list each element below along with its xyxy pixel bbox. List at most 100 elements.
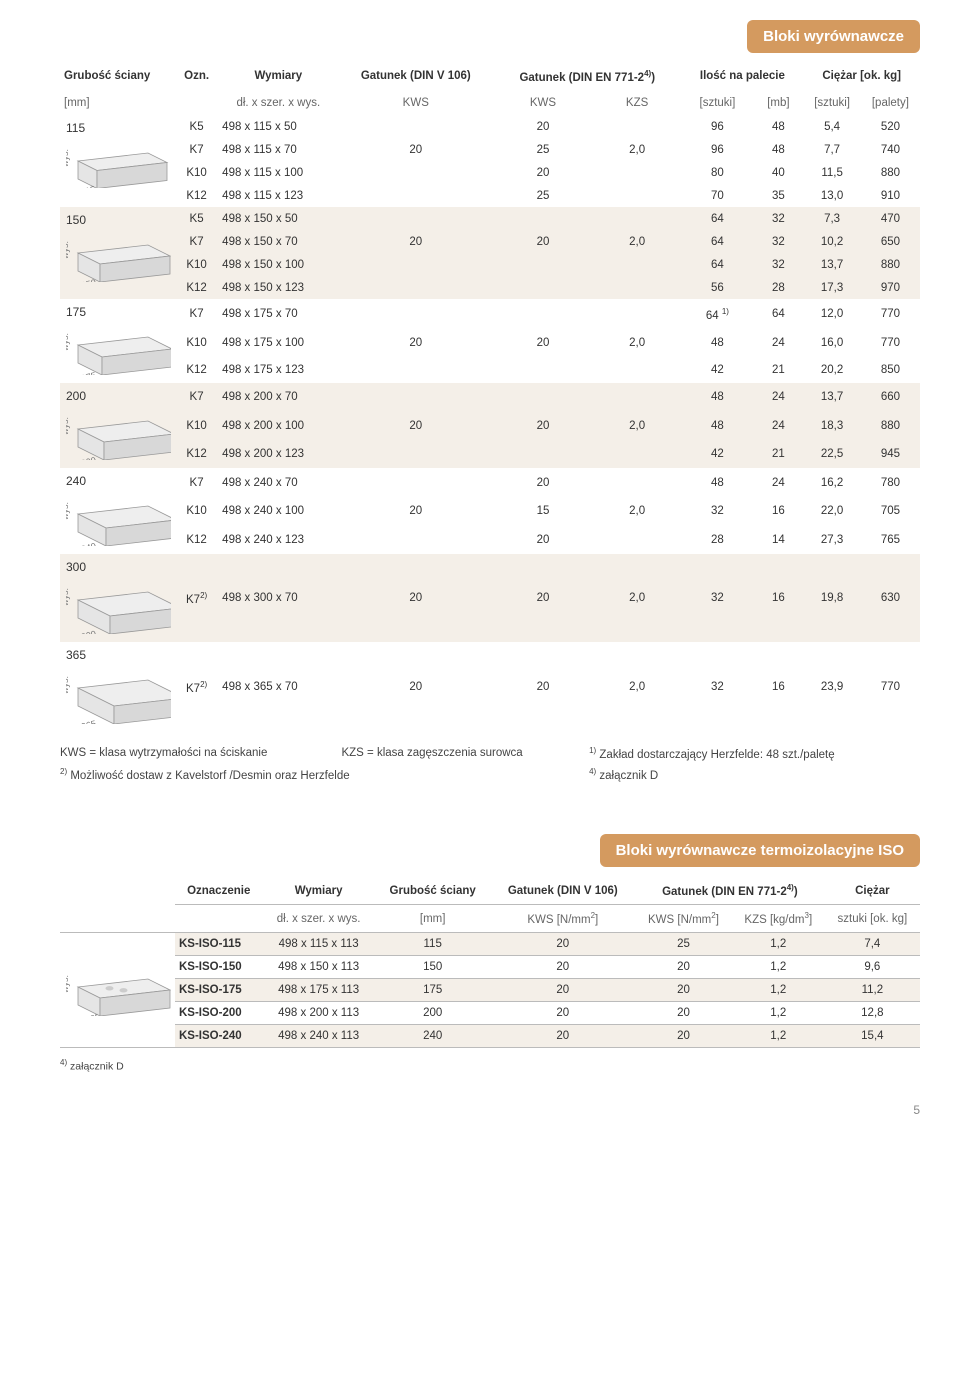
dim-498: 498 [138, 1014, 155, 1016]
cell-wym: 498 x 200 x 70 [218, 383, 338, 411]
cell-mb: 16 [753, 497, 803, 526]
cell-kzs: 2,0 [593, 138, 682, 161]
dim-thickness: 115 [80, 184, 96, 188]
cell-szt: 42 [681, 356, 753, 383]
block-icon: wys. 200 498 [66, 407, 171, 460]
cell-ozn: K12 [175, 356, 218, 383]
cell-kws2 [493, 207, 593, 230]
cell-ok: 27,3 [803, 526, 860, 555]
cell-wym: 498 x 200 x 123 [218, 440, 338, 468]
sub2-c5a-t: KWS [N/mm [648, 914, 711, 926]
cell-wym: 498 x 365 x 70 [218, 642, 338, 732]
cell-mb: 32 [753, 230, 803, 253]
cell-mb: 24 [753, 330, 803, 357]
cell-kws1 [338, 184, 493, 207]
group-thickness: 115 [66, 121, 171, 135]
cell-kws1: 20 [338, 230, 493, 253]
cell-pal: 660 [861, 383, 920, 411]
dim-wys: wys. [66, 588, 70, 607]
cell-mb: 35 [753, 184, 803, 207]
cell-pal: 780 [861, 468, 920, 497]
cell-pal: 850 [861, 356, 920, 383]
cell-ok: 13,7 [803, 253, 860, 276]
dim-wys: wys. [66, 149, 70, 168]
table-row: wys. szer. 498 KS-ISO-115498 x 115 x 113… [60, 933, 920, 956]
cell-ok: 22,0 [803, 497, 860, 526]
fn-2-text: Możliwość dostaw z Kavelstorf /Desmin or… [67, 769, 350, 781]
cell-pal: 650 [861, 230, 920, 253]
cell-kg: 9,6 [825, 956, 920, 979]
fn-4-text: załącznik D [596, 769, 658, 781]
cell-wym: 498 x 150 x 50 [218, 207, 338, 230]
cell-kzs [593, 276, 682, 299]
cell-szt: 64 1) [681, 299, 753, 329]
group-cell: 175 wys. 175 498 [60, 299, 175, 383]
cell-ozn: KS-ISO-200 [175, 1002, 262, 1025]
cell-kws2: 20 [493, 412, 593, 440]
cell-kzs: 1,2 [732, 979, 825, 1002]
sub2-c5b-c: ] [809, 914, 812, 926]
cell-ozn: K10 [175, 161, 218, 184]
cell-kg: 15,4 [825, 1025, 920, 1048]
h-c3: Wymiary [218, 63, 338, 90]
cell-wym: 498 x 115 x 113 [262, 933, 374, 956]
cell-wym: 498 x 150 x 113 [262, 956, 374, 979]
cell-mb: 21 [753, 440, 803, 468]
dim-498: 498 [138, 544, 155, 546]
cell-wym: 498 x 175 x 100 [218, 330, 338, 357]
sub-c6a: [sztuki] [681, 90, 753, 115]
cell-ozn: KS-ISO-175 [175, 979, 262, 1002]
sub-c1: [mm] [60, 90, 175, 115]
block-icon: wys. 240 498 [66, 492, 171, 546]
cell-pal: 705 [861, 497, 920, 526]
cell-ok: 22,5 [803, 440, 860, 468]
h2-c5-sup: 4) [787, 883, 794, 892]
cell-kwsn: 25 [635, 933, 732, 956]
table-row: K10498 x 175 x 10020202,0482416,0770 [60, 330, 920, 357]
cell-kws1: 20 [338, 642, 493, 732]
cell-kws2: 25 [493, 184, 593, 207]
table-row: K12498 x 115 x 12325703513,0910 [60, 184, 920, 207]
sub2-c5a-c: ] [716, 914, 719, 926]
cell-kzs [593, 184, 682, 207]
group-cell: 150 wys. 150 498 [60, 207, 175, 299]
cell-ok: 13,7 [803, 383, 860, 411]
cell-szt: 48 [681, 330, 753, 357]
cell-wym: 498 x 115 x 100 [218, 161, 338, 184]
dim-thickness: 150 [80, 277, 97, 282]
iso-block-cell: wys. szer. 498 [60, 933, 175, 1048]
cell-kwsn: 20 [635, 1025, 732, 1048]
dim-wys: wys. [66, 241, 70, 260]
cell-kws2 [493, 276, 593, 299]
dim-498: 498 [138, 186, 155, 188]
cell-pal: 880 [861, 161, 920, 184]
table-row: 115 wys. 115 498 K5498 x 115 x 502096485… [60, 115, 920, 138]
sub2-c5a: KWS [N/mm2] [635, 905, 732, 933]
cell-mb: 48 [753, 115, 803, 138]
dim-thickness: 240 [80, 541, 97, 546]
section2-badge-wrap: Bloki wyrównawcze termoizolacyjne ISO [60, 834, 920, 867]
cell-mm: 200 [375, 1002, 491, 1025]
cell-kzs [593, 356, 682, 383]
cell-wym: 498 x 150 x 123 [218, 276, 338, 299]
cell-ok: 5,4 [803, 115, 860, 138]
cell-kzs [593, 207, 682, 230]
cell-ozn: K12 [175, 526, 218, 555]
cell-mb: 32 [753, 253, 803, 276]
cell-pal: 880 [861, 412, 920, 440]
cell-pal: 765 [861, 526, 920, 555]
cell-ok: 20,2 [803, 356, 860, 383]
cell-mm: 150 [375, 956, 491, 979]
dim-thickness: 200 [80, 455, 97, 460]
cell-kzs: 1,2 [732, 956, 825, 979]
cell-mb: 21 [753, 356, 803, 383]
cell-szt: 80 [681, 161, 753, 184]
table-row: K10498 x 115 x 10020804011,5880 [60, 161, 920, 184]
group-thickness: 240 [66, 474, 171, 488]
sub2-c4-t: KWS [N/mm [527, 914, 590, 926]
cell-pal: 945 [861, 440, 920, 468]
cell-wym: 498 x 175 x 113 [262, 979, 374, 1002]
cell-kzs: 1,2 [732, 1025, 825, 1048]
dim-wys: wys. [66, 333, 70, 352]
fn-kws: KWS = klasa wytrzymałości na ściskanie [60, 743, 341, 764]
